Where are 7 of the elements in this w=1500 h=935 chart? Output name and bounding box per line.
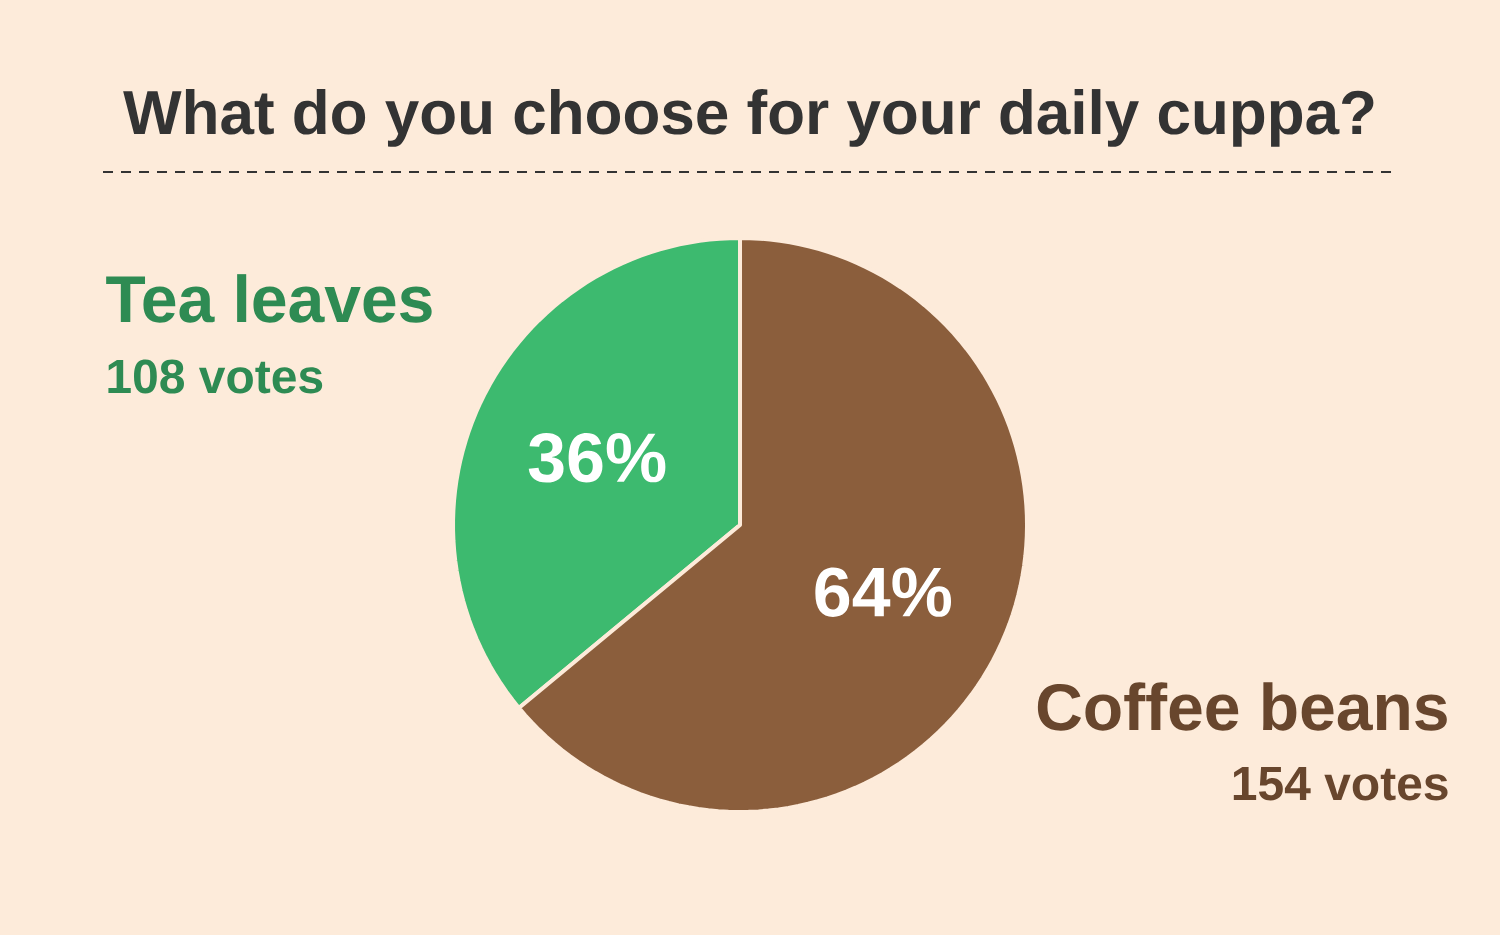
slice-label: Tea leaves <box>106 274 432 323</box>
data-label: 64% <box>815 567 952 617</box>
data-label: 36% <box>528 432 666 483</box>
chart-title: What do you choose for your daily cuppa? <box>123 89 1374 147</box>
text: 108 votes <box>108 359 323 394</box>
slice-label: Coffee beans <box>1037 682 1447 731</box>
text: 154 votes <box>1233 766 1448 801</box>
